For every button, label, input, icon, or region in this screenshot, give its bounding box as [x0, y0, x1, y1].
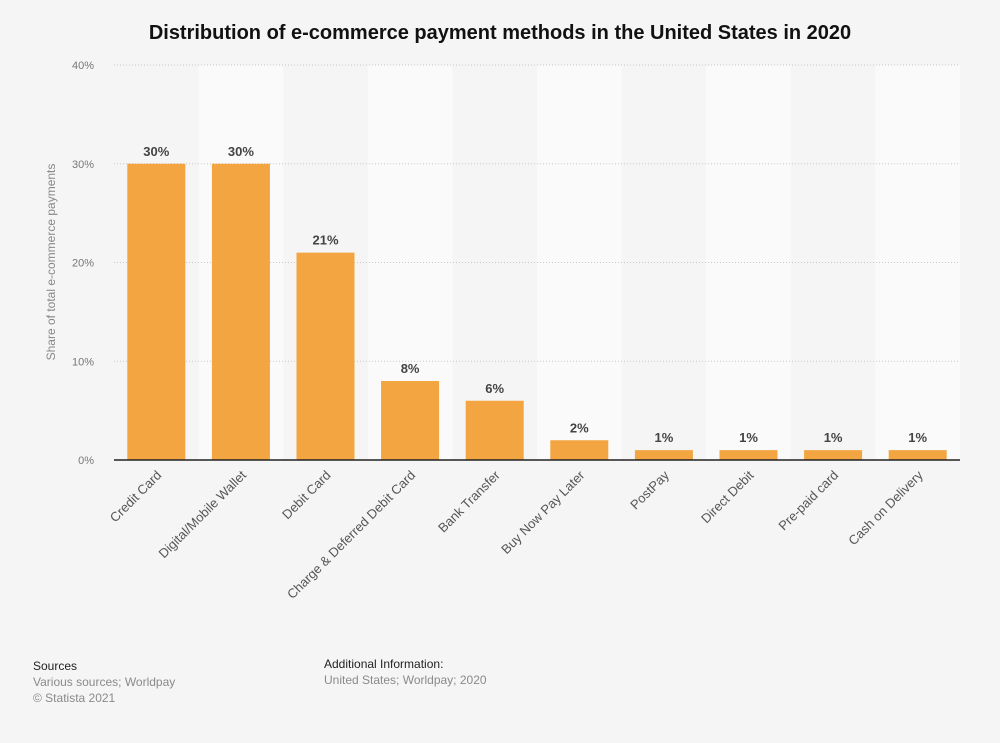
- bar: [634, 450, 693, 460]
- x-tick-label: Credit Card: [107, 468, 165, 526]
- bar: [719, 450, 778, 460]
- data-label: 2%: [570, 420, 589, 435]
- x-tick-label: Direct Debit: [698, 467, 757, 526]
- bar: [296, 252, 355, 460]
- x-tick-label: PostPay: [627, 467, 672, 512]
- sources-heading: Sources: [33, 659, 78, 673]
- y-tick-label: 0%: [78, 455, 94, 467]
- band-bg: [706, 65, 791, 460]
- copyright: © Statista 2021: [33, 691, 116, 705]
- y-tick-label: 40%: [72, 60, 94, 72]
- y-tick-label: 30%: [72, 159, 94, 171]
- data-label: 30%: [143, 144, 169, 159]
- bar: [211, 163, 270, 460]
- additional-info-block: Additional Information: United States; W…: [324, 656, 487, 688]
- data-label: 1%: [908, 430, 927, 445]
- chart-title: Distribution of e-commerce payment metho…: [148, 22, 852, 44]
- y-axis-label: Share of total e-commerce payments: [44, 164, 58, 361]
- x-tick-label: Debit Card: [279, 468, 334, 523]
- data-label: 6%: [485, 381, 504, 396]
- bar: [804, 450, 863, 460]
- additional-info-text: United States; Worldpay; 2020: [324, 673, 487, 687]
- data-label: 1%: [824, 430, 843, 445]
- additional-info-heading: Additional Information:: [324, 657, 444, 671]
- data-label: 8%: [401, 361, 420, 376]
- x-tick-label: Cash on Delivery: [845, 467, 926, 548]
- bar: [550, 440, 609, 460]
- x-tick-label: Bank Transfer: [435, 467, 503, 535]
- y-tick-label: 10%: [72, 356, 94, 368]
- data-label: 1%: [655, 430, 674, 445]
- data-label: 30%: [228, 144, 254, 159]
- data-label: 1%: [739, 430, 758, 445]
- bar: [465, 400, 524, 460]
- bar: [381, 381, 440, 460]
- bar-chart: 0% 10% 20% 30% 40% Share of total e-commerce …: [44, 60, 960, 602]
- bar: [127, 163, 186, 460]
- x-tick-label: Digital/Mobile Wallet: [155, 467, 249, 561]
- bar: [888, 450, 947, 460]
- data-label: 21%: [312, 233, 338, 248]
- x-tick-label: Pre-paid card: [775, 468, 841, 534]
- y-tick-label: 20%: [72, 258, 94, 270]
- sources-block: Sources Various sources; Worldpay © Stat…: [33, 658, 175, 706]
- sources-text: Various sources; Worldpay: [33, 675, 176, 689]
- x-tick-label: Buy Now Pay Later: [498, 467, 588, 557]
